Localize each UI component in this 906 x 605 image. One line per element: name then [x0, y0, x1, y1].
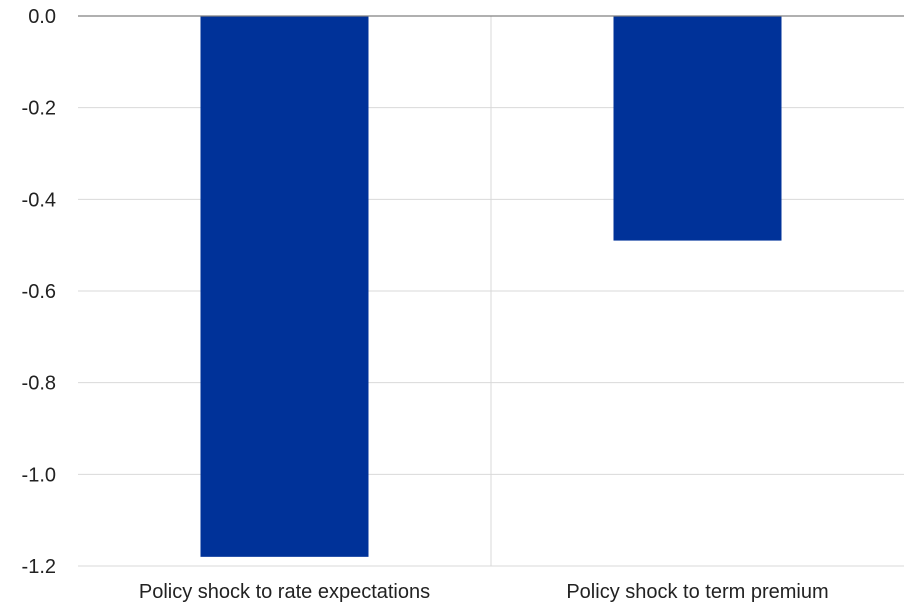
y-tick-label: -1.2: [22, 556, 56, 578]
x-category-labels: Policy shock to rate expectations Policy …: [139, 581, 829, 603]
bars: [200, 16, 782, 557]
y-tick-label: -0.8: [22, 373, 56, 395]
x-category-label: Policy shock to rate expectations: [139, 581, 430, 603]
bar-2: [613, 16, 782, 241]
y-tick-label: -0.4: [22, 189, 56, 211]
y-tick-label: -0.6: [22, 281, 56, 303]
y-tick-label: 0.0: [28, 6, 56, 28]
y-tick-label: -1.0: [22, 464, 56, 486]
bar-1: [200, 16, 369, 557]
x-category-label: Policy shock to term premium: [566, 581, 828, 603]
y-tick-labels: 0.0 -0.2 -0.4 -0.6 -0.8 -1.0 -1.2: [22, 6, 56, 578]
y-tick-label: -0.2: [22, 98, 56, 120]
